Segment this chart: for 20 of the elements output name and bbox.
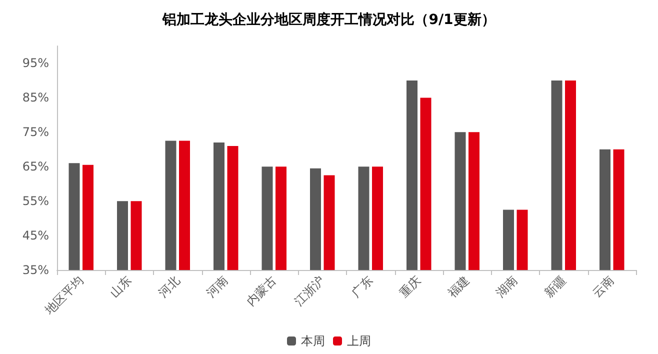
- y-tick-label: 95%: [22, 56, 49, 70]
- y-tick-label: 75%: [22, 125, 49, 140]
- legend-label: 上周: [347, 334, 371, 348]
- chart-title: 铝加工龙头企业分地区周度开工情况对比（9/1更新）: [162, 11, 496, 28]
- x-tick-label: 内蒙古: [244, 273, 280, 308]
- y-tick-label: 65%: [22, 160, 49, 174]
- legend-label: 本周: [301, 334, 325, 348]
- y-tick-label: 45%: [22, 228, 49, 243]
- y-tick-label: 85%: [22, 90, 49, 105]
- x-tick-label: 福建: [445, 273, 472, 300]
- y-tick-label: 55%: [22, 194, 49, 208]
- x-tick-label: 广东: [348, 273, 376, 300]
- x-tick-label: 河南: [204, 273, 231, 300]
- x-tick-label: 重庆: [396, 273, 424, 300]
- x-tick-label: 河北: [156, 273, 183, 300]
- x-tick-label: 云南: [590, 273, 617, 300]
- x-tick-label: 山东: [107, 273, 134, 300]
- x-tick-label: 新疆: [542, 273, 569, 300]
- x-tick-label: 江浙沪: [292, 273, 328, 308]
- x-tick-label: 湖南: [493, 273, 520, 300]
